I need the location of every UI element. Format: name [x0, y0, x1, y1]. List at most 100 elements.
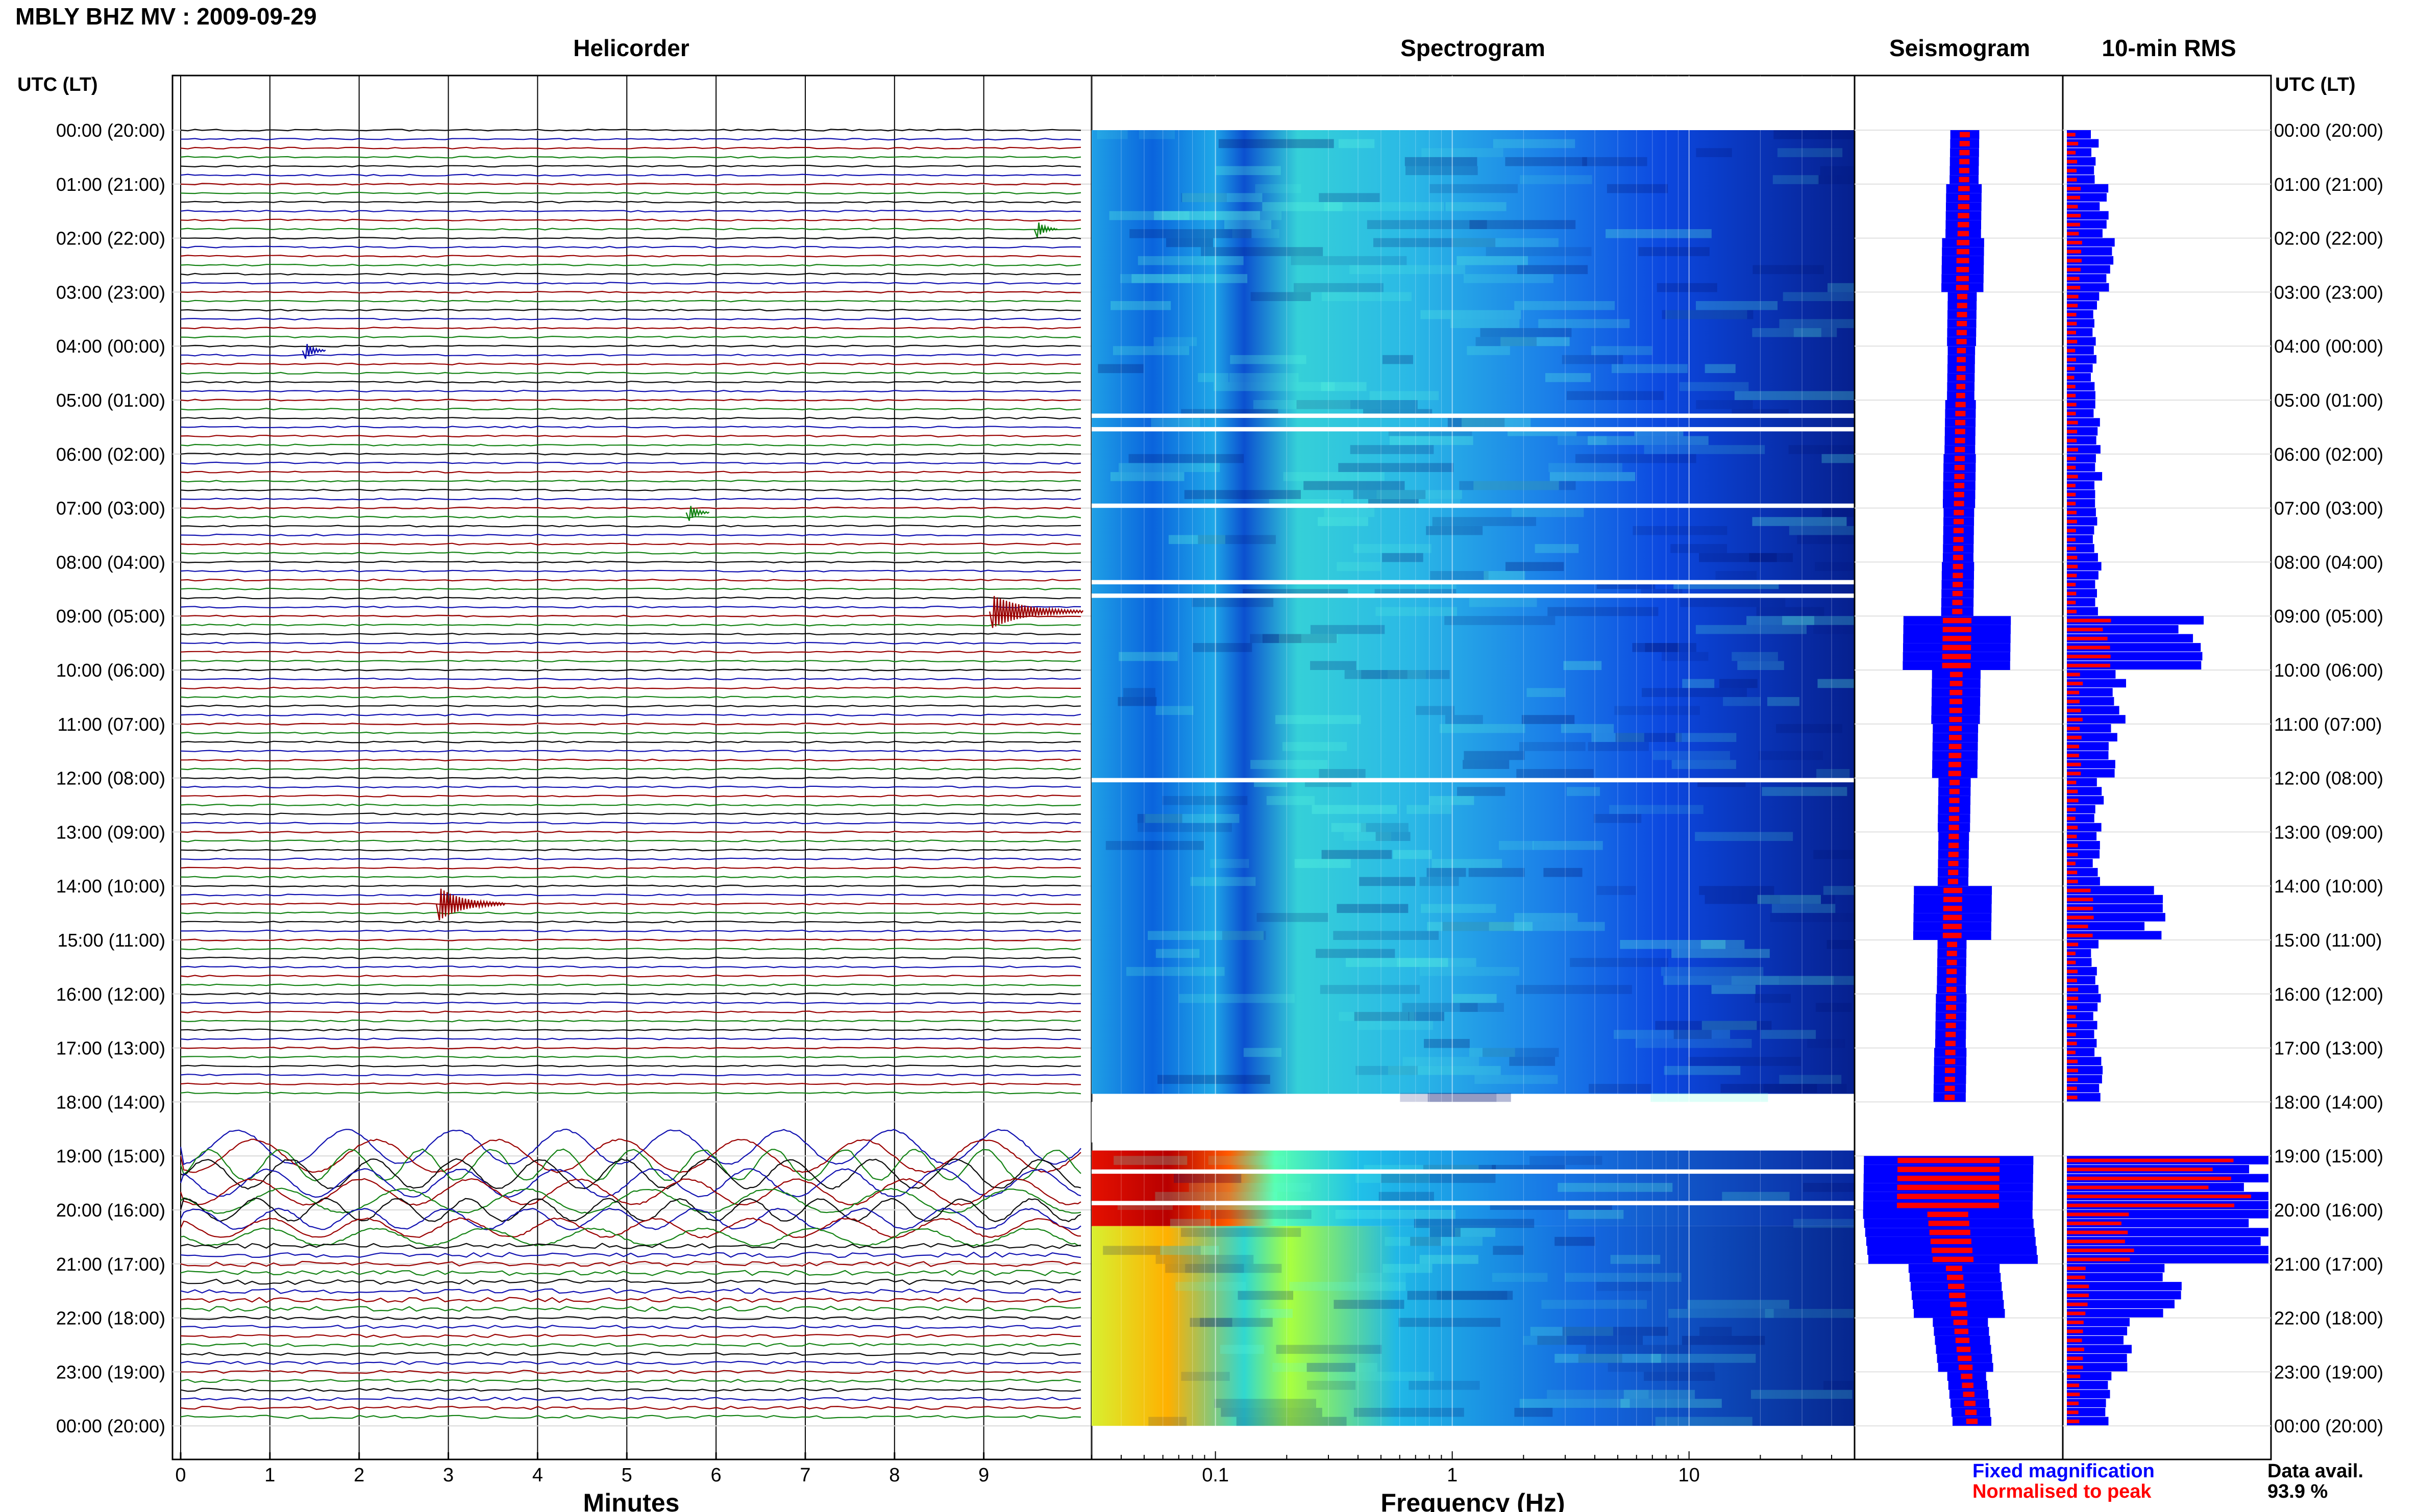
rms-normalised-bar — [2067, 376, 2075, 380]
spectrogram-row-texture — [1407, 1291, 1513, 1300]
rms-fixed-bar — [2067, 643, 2201, 652]
spectrogram-row-texture — [1752, 328, 1821, 337]
spectrogram-row-texture — [1137, 814, 1182, 823]
spectrogram-row-texture — [1589, 1084, 1651, 1093]
spectrogram-row-texture — [1567, 391, 1664, 400]
helicorder-trace-row — [180, 1333, 1081, 1338]
spectrogram-row-texture — [1665, 310, 1747, 319]
rms-fixed-bar — [2067, 1039, 2097, 1048]
helicorder-trace-row — [180, 515, 1081, 518]
rms-fixed-bar — [2067, 877, 2100, 886]
time-label-left: 07:00 (03:00) — [56, 498, 165, 519]
helicorder-trace-row — [180, 300, 1081, 303]
rms-fixed-bar — [2067, 1381, 2108, 1390]
helicorder-trace-row — [180, 201, 1081, 204]
spectrogram-row-texture — [1699, 553, 1777, 562]
rms-normalised-bar — [2067, 1311, 2086, 1316]
spectrogram-row-texture — [1623, 1390, 1695, 1399]
spectrogram-row-texture — [1250, 292, 1311, 301]
spectrogram-row-texture — [1262, 202, 1343, 211]
rms-fixed-bar — [2067, 697, 2114, 706]
helicorder-minute-tick-label: 1 — [264, 1465, 275, 1486]
spectrogram-row-texture — [1439, 724, 1525, 733]
spectrogram-row-texture — [1711, 985, 1756, 994]
rms-normalised-bar — [2067, 1383, 2080, 1387]
spectrogram-panel: 0.1 1 10 — [1091, 75, 1926, 1486]
spectrogram-row-texture — [1355, 1065, 1418, 1075]
rms-normalised-bar — [2067, 663, 2110, 667]
rms-normalised-bar — [2067, 636, 2108, 640]
rms-fixed-bar — [2067, 211, 2109, 220]
rms-normalised-bar — [2067, 1267, 2086, 1271]
rms-normalised-bar — [2067, 294, 2079, 299]
time-label-left: 15:00 (11:00) — [58, 930, 165, 951]
spectrogram-row-texture — [1699, 886, 1774, 895]
time-label-left: 11:00 (07:00) — [58, 714, 165, 735]
rms-normalised-bar — [2067, 583, 2076, 587]
rms-normalised-bar — [2067, 871, 2078, 875]
rms-fixed-bar — [2067, 229, 2103, 238]
rms-fixed-bar — [2067, 1417, 2109, 1426]
rms-fixed-bar — [2067, 796, 2104, 805]
rms-normalised-bar — [2067, 1086, 2077, 1090]
spectrogram-row-texture — [1652, 751, 1730, 760]
spectrogram-tick-label: 1 — [1447, 1465, 1458, 1486]
spectrogram-row-texture — [1779, 319, 1861, 328]
data-availability-label: Data avail. — [2267, 1460, 2363, 1482]
spectrogram-row-texture — [1642, 688, 1747, 697]
helicorder-trace-row — [180, 839, 1081, 842]
spectrogram-row-texture — [1635, 1039, 1752, 1048]
rms-normalised-bar — [2067, 1042, 2077, 1046]
helicorder-trace-row — [180, 947, 1081, 951]
spectrogram-row-texture — [1406, 805, 1452, 814]
helicorder-trace-row — [180, 884, 1081, 887]
rms-normalised-bar — [2067, 1275, 2086, 1279]
rms-normalised-bar — [2067, 321, 2077, 326]
spectrogram-row-texture — [1445, 202, 1507, 211]
rms-fixed-bar — [2067, 409, 2094, 418]
helicorder-trace-row — [180, 164, 1081, 168]
spectrogram-row-texture — [1549, 472, 1636, 481]
spectrogram-row-texture — [1671, 760, 1736, 769]
rms-fixed-bar — [2067, 742, 2109, 751]
rms-normalised-bar — [2067, 727, 2080, 731]
spectrogram-row-texture — [1535, 544, 1579, 553]
helicorder-trace-row — [180, 1037, 1081, 1040]
spectrogram-row-texture — [1139, 130, 1175, 139]
rms-fixed-bar — [2067, 400, 2095, 409]
spectrogram-row-texture — [1220, 1345, 1264, 1354]
spectrogram-row-texture — [1705, 895, 1780, 904]
helicorder-minute-tick-label: 7 — [800, 1465, 810, 1486]
rms-normalised-bar — [2067, 960, 2076, 964]
rms-normalised-bar — [2067, 1284, 2089, 1288]
rms-normalised-bar — [2067, 951, 2076, 955]
spectrogram-row-texture — [1486, 247, 1592, 256]
rms-fixed-bar — [2067, 1309, 2163, 1318]
helicorder-trace-row — [180, 677, 1081, 681]
spectrogram-row-texture — [1499, 841, 1534, 850]
helicorder-trace-row — [180, 1325, 1081, 1329]
rms-normalised-bar — [2067, 1221, 2121, 1225]
spectrogram-row-texture — [1250, 634, 1301, 643]
spectrogram-row-texture — [1762, 787, 1847, 796]
spectrogram-row-texture — [1772, 175, 1819, 184]
rms-normalised-bar — [2067, 133, 2076, 137]
spectrogram-row-texture — [1333, 931, 1439, 940]
time-label-left: 03:00 (23:00) — [56, 282, 165, 303]
helicorder-trace-row — [180, 282, 1081, 285]
rms-fixed-bar — [2067, 481, 2094, 490]
spectrogram-row-texture — [1378, 1192, 1434, 1201]
helicorder-trace-row — [180, 686, 1081, 689]
helicorder-trace-row — [180, 183, 1081, 186]
spectrogram-row-texture — [1492, 1273, 1548, 1282]
rms-normalised-bar — [2067, 925, 2088, 929]
spectrogram-row-texture — [1214, 382, 1335, 391]
spectrogram-row-texture — [1682, 1335, 1765, 1345]
rms-fixed-bar — [2067, 1362, 2128, 1372]
helicorder-trace-row — [180, 542, 1081, 546]
station-title: MBLY BHZ MV : 2009-09-29 — [15, 3, 317, 30]
spectrogram-row-texture — [1779, 1075, 1842, 1084]
spectrogram-row-texture — [1185, 1263, 1244, 1273]
rms-fixed-bar — [2067, 1003, 2098, 1011]
spectrogram-row-texture — [1765, 1309, 1867, 1318]
